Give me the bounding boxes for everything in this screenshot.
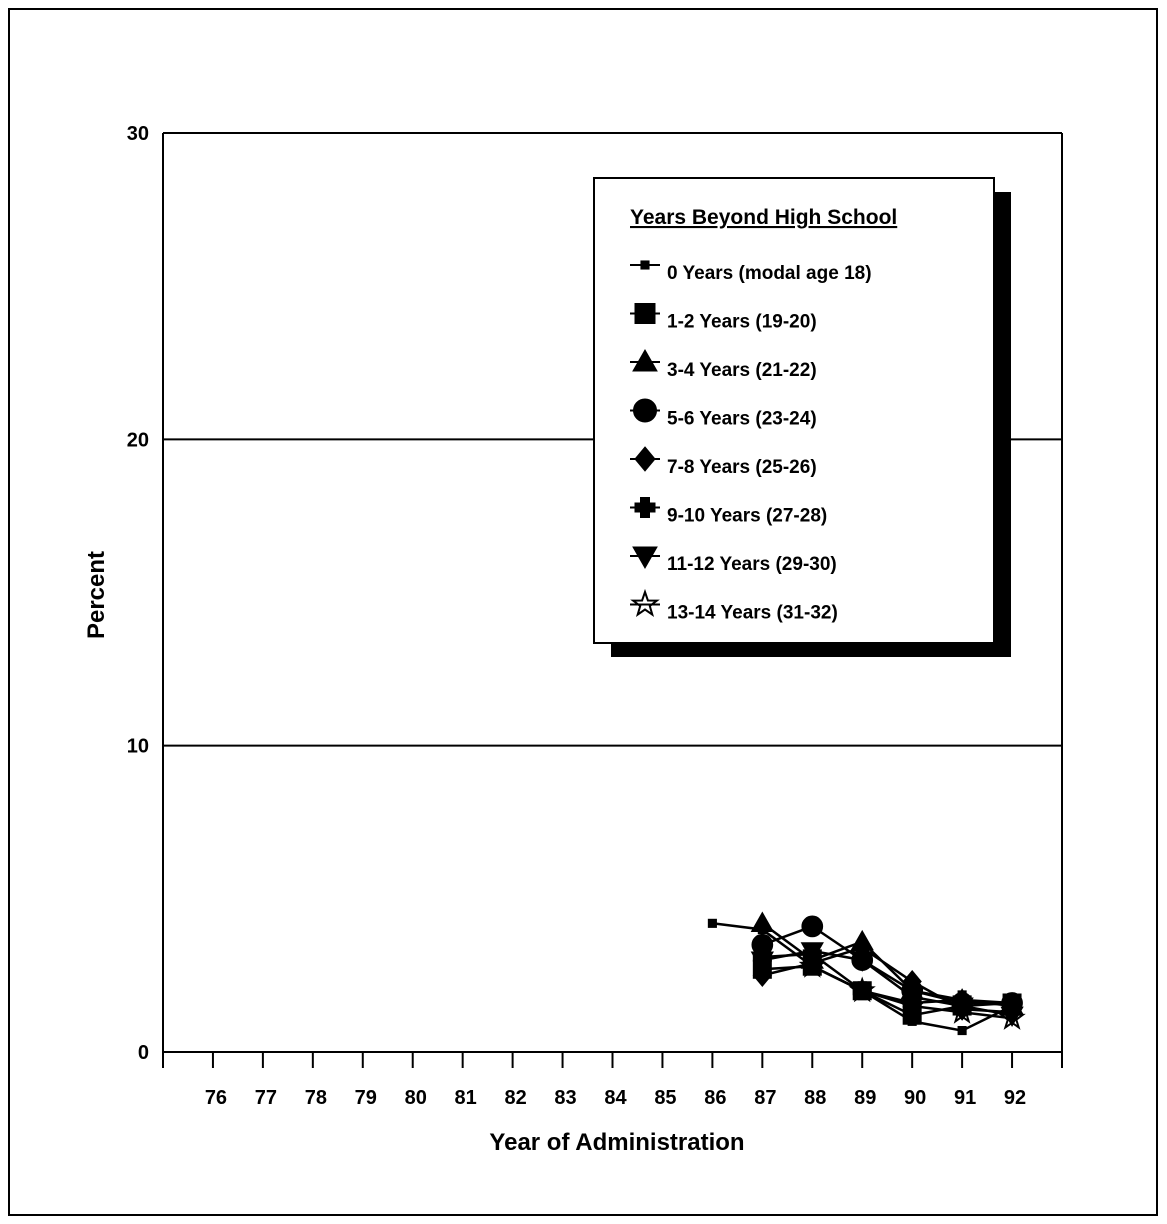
legend-box bbox=[593, 177, 995, 644]
legend-label: 11-12 Years (29-30) bbox=[667, 554, 837, 575]
x-tick-label: 79 bbox=[355, 1087, 377, 1109]
data-point bbox=[957, 1026, 967, 1036]
legend-marker bbox=[632, 348, 658, 372]
axes bbox=[162, 133, 1063, 1068]
data-point bbox=[752, 963, 772, 987]
legend-marker bbox=[632, 546, 658, 570]
legend-title: Years Beyond High School bbox=[630, 206, 897, 229]
data-point bbox=[948, 997, 976, 1024]
legend-item: 1-2 Years (19-20) bbox=[630, 303, 817, 333]
legend-item: 3-4 Years (21-22) bbox=[630, 348, 817, 381]
x-tick-label: 87 bbox=[754, 1087, 776, 1109]
x-tick-label: 90 bbox=[904, 1087, 926, 1109]
legend-marker bbox=[640, 260, 650, 270]
x-tick-label: 92 bbox=[1004, 1087, 1026, 1109]
legend-item: 0 Years (modal age 18) bbox=[630, 260, 872, 284]
x-tick-label: 77 bbox=[255, 1087, 277, 1109]
legend-items: 0 Years (modal age 18) 1-2 Years (19-20) 3… bbox=[630, 260, 872, 624]
legend-label: 9-10 Years (27-28) bbox=[667, 506, 827, 527]
legend-label: 13-14 Years (31-32) bbox=[667, 603, 838, 624]
legend-marker bbox=[634, 497, 656, 518]
legend-item: 9-10 Years (27-28) bbox=[630, 497, 827, 527]
y-axis-label: Percent bbox=[83, 551, 110, 639]
x-tick-label: 83 bbox=[554, 1087, 576, 1109]
legend-label: 1-2 Years (19-20) bbox=[667, 312, 817, 333]
legend-marker bbox=[630, 588, 660, 618]
series-7 bbox=[750, 942, 1024, 1028]
series-line bbox=[811, 965, 1013, 1020]
x-tick-label: 86 bbox=[704, 1087, 726, 1109]
y-tick-label: 0 bbox=[138, 1042, 149, 1064]
x-tick-label: 80 bbox=[405, 1087, 427, 1109]
legend-label: 7-8 Years (25-26) bbox=[667, 457, 817, 478]
legend-item: 7-8 Years (25-26) bbox=[630, 446, 817, 478]
x-tick-label: 88 bbox=[804, 1087, 826, 1109]
legend-item: 11-12 Years (29-30) bbox=[630, 546, 837, 575]
data-point bbox=[998, 1004, 1026, 1030]
legend-marker bbox=[634, 303, 656, 324]
legend: Years Beyond High School 0 Years (modal … bbox=[593, 177, 1011, 657]
x-axis-label: Year of Administration bbox=[489, 1129, 744, 1156]
x-tick-label: 82 bbox=[504, 1087, 526, 1109]
x-tick-label: 78 bbox=[305, 1087, 327, 1109]
legend-marker bbox=[634, 446, 656, 472]
series-line bbox=[762, 949, 1013, 1017]
legend-label: 3-4 Years (21-22) bbox=[667, 360, 817, 381]
legend-label: 0 Years (modal age 18) bbox=[667, 263, 872, 284]
data-point bbox=[750, 951, 774, 972]
data-point bbox=[798, 951, 826, 978]
x-tick-labels: 76 77 78 79 80 81 82 83 84 85 86 87 88 89 90 91 92 bbox=[205, 1087, 1026, 1109]
series-8 bbox=[798, 951, 1026, 1030]
legend-label: 5-6 Years (23-24) bbox=[667, 409, 817, 430]
y-tick-label: 20 bbox=[127, 429, 149, 451]
data-point bbox=[850, 951, 874, 972]
data-point bbox=[801, 915, 824, 938]
y-tick-label: 10 bbox=[127, 736, 149, 758]
legend-item: 13-14 Years (31-32) bbox=[630, 588, 838, 624]
data-point bbox=[750, 911, 774, 932]
data-point bbox=[898, 991, 926, 1018]
y-tick-labels: 0 10 20 30 bbox=[127, 123, 149, 1064]
series-lines bbox=[707, 911, 1026, 1036]
x-tick-label: 76 bbox=[205, 1087, 227, 1109]
data-point bbox=[900, 988, 924, 1009]
data-point bbox=[848, 976, 876, 1003]
x-tick-label: 84 bbox=[604, 1087, 627, 1109]
y-tick-label: 30 bbox=[127, 123, 149, 145]
legend-item: 5-6 Years (23-24) bbox=[630, 398, 817, 430]
x-tick-label: 85 bbox=[654, 1087, 676, 1109]
x-tick-label: 89 bbox=[854, 1087, 876, 1109]
x-tick-label: 91 bbox=[954, 1087, 976, 1109]
x-tick-label: 81 bbox=[455, 1087, 477, 1109]
data-point bbox=[707, 918, 717, 928]
legend-marker bbox=[633, 398, 657, 423]
